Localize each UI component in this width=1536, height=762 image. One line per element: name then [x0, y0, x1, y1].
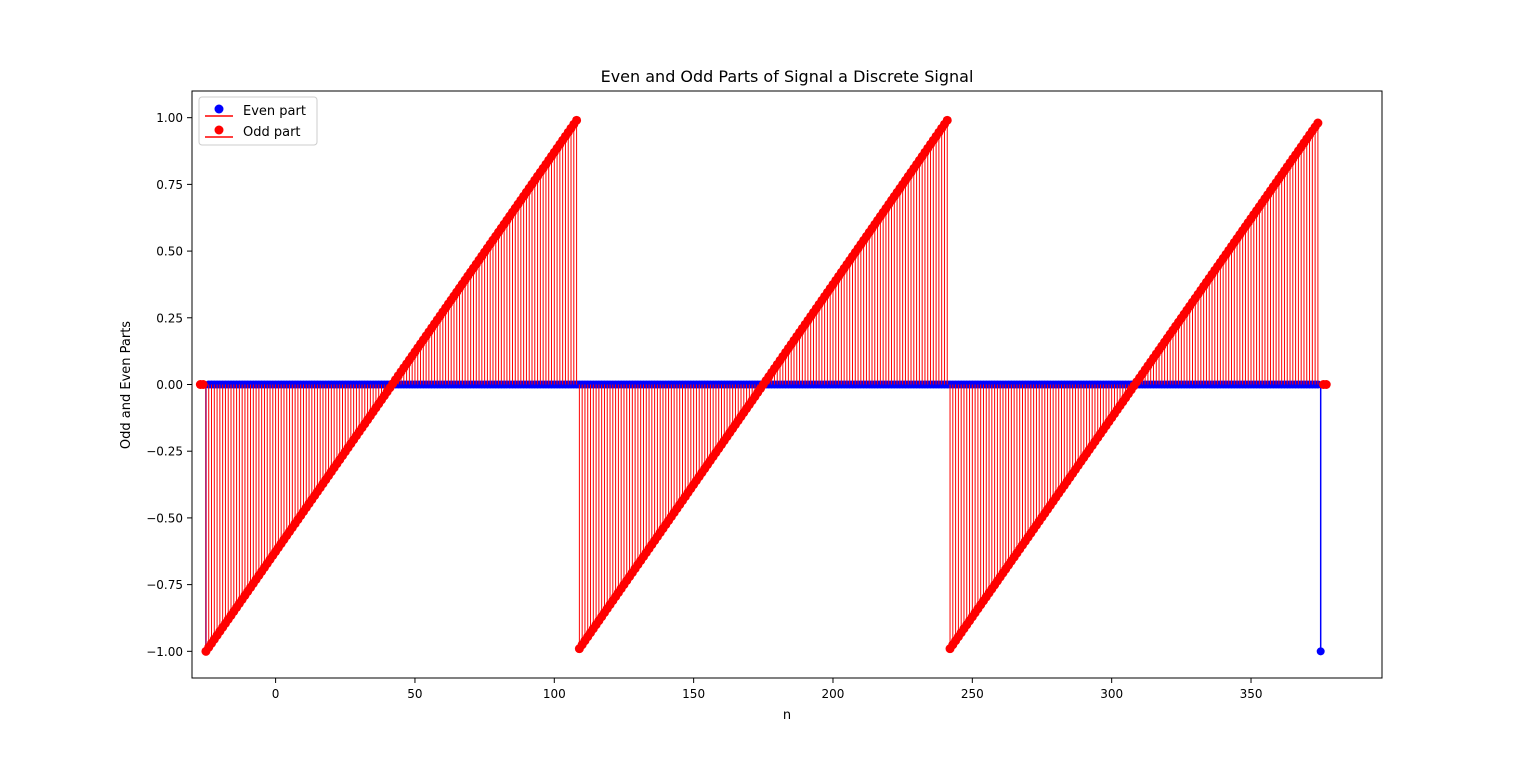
y-tick-label: 0.00 — [156, 378, 183, 392]
y-tick-label: 0.75 — [156, 178, 183, 192]
x-axis-label: n — [783, 708, 791, 723]
x-tick-label: 200 — [822, 687, 845, 701]
odd-point — [1313, 118, 1323, 128]
legend-box — [198, 96, 318, 146]
even-point — [1316, 647, 1325, 656]
legend-item-even: Even part — [205, 104, 306, 119]
y-tick-label: −0.50 — [146, 511, 183, 525]
y-tick-label: −1.00 — [146, 645, 183, 659]
y-axis-label: Odd and Even Parts — [119, 321, 134, 449]
x-tick-label: 50 — [407, 687, 422, 701]
x-tick-label: 350 — [1240, 687, 1263, 701]
legend-even-marker — [214, 104, 224, 114]
chart-title: Even and Odd Parts of Signal a Discrete … — [601, 67, 974, 86]
odd-point — [572, 115, 582, 125]
y-tick-label: −0.25 — [146, 445, 183, 459]
axis-ticks: 0 50 100 150 200 250 300 350 −1.00 −0.75 −0.50 −0.2… — [146, 111, 1262, 701]
odd-point — [942, 115, 952, 125]
y-tick-label: −0.75 — [146, 578, 183, 592]
odd-point — [198, 380, 208, 389]
y-tick-label: 0.50 — [156, 245, 183, 259]
odd-point — [1321, 380, 1331, 389]
plot-area — [195, 115, 1331, 656]
x-tick-label: 150 — [682, 687, 705, 701]
legend-even-label: Even part — [243, 104, 306, 119]
y-tick-label: 0.25 — [156, 311, 183, 325]
legend-odd-label: Odd part — [243, 125, 301, 140]
x-tick-label: 250 — [961, 687, 984, 701]
legend-odd-marker — [214, 125, 224, 135]
legend-item-odd: Odd part — [205, 125, 301, 140]
legend: Even part Odd part — [198, 96, 318, 146]
x-tick-label: 0 — [272, 687, 280, 701]
odd-part-series — [195, 115, 1331, 656]
y-tick-label: 1.00 — [156, 111, 183, 125]
x-tick-label: 300 — [1100, 687, 1123, 701]
x-tick-label: 100 — [543, 687, 566, 701]
